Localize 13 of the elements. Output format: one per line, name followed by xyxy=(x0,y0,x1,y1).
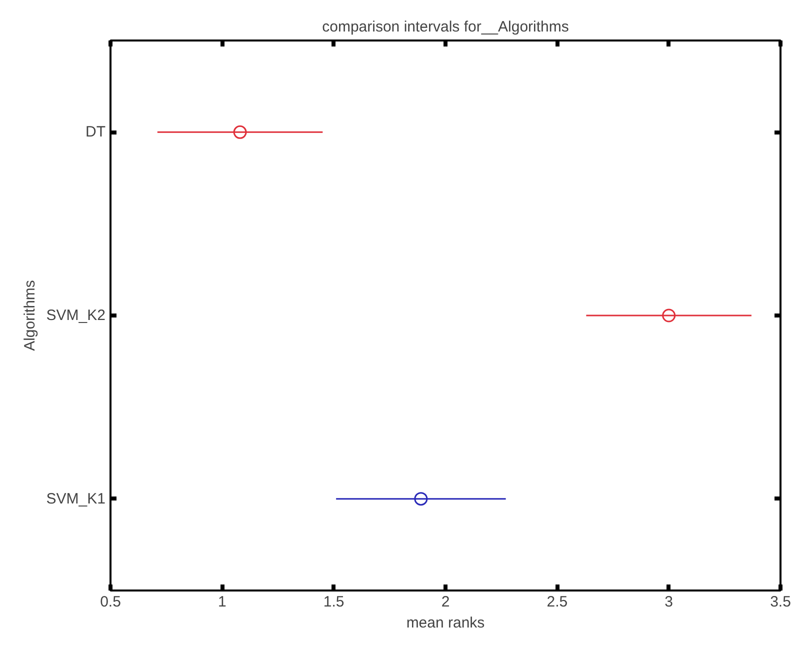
y-axis-title: Algorithms xyxy=(21,280,38,351)
chart-title: comparison intervals for__Algorithms xyxy=(322,18,569,36)
y-tick-label: SVM_K1 xyxy=(46,490,106,508)
x-tick-label: 3.5 xyxy=(770,594,791,610)
y-tick-label: DT xyxy=(86,124,106,141)
x-axis-title: mean ranks xyxy=(406,614,485,632)
x-tick-label: 2 xyxy=(441,594,450,610)
x-tick-label: 2.5 xyxy=(546,594,568,610)
x-tick-label: 1 xyxy=(218,594,226,610)
y-tick-label: SVM_K2 xyxy=(46,307,106,324)
x-tick-label: 0.5 xyxy=(100,594,121,610)
x-tick-label: 3 xyxy=(664,594,674,610)
x-tick-label: 1.5 xyxy=(323,594,344,610)
